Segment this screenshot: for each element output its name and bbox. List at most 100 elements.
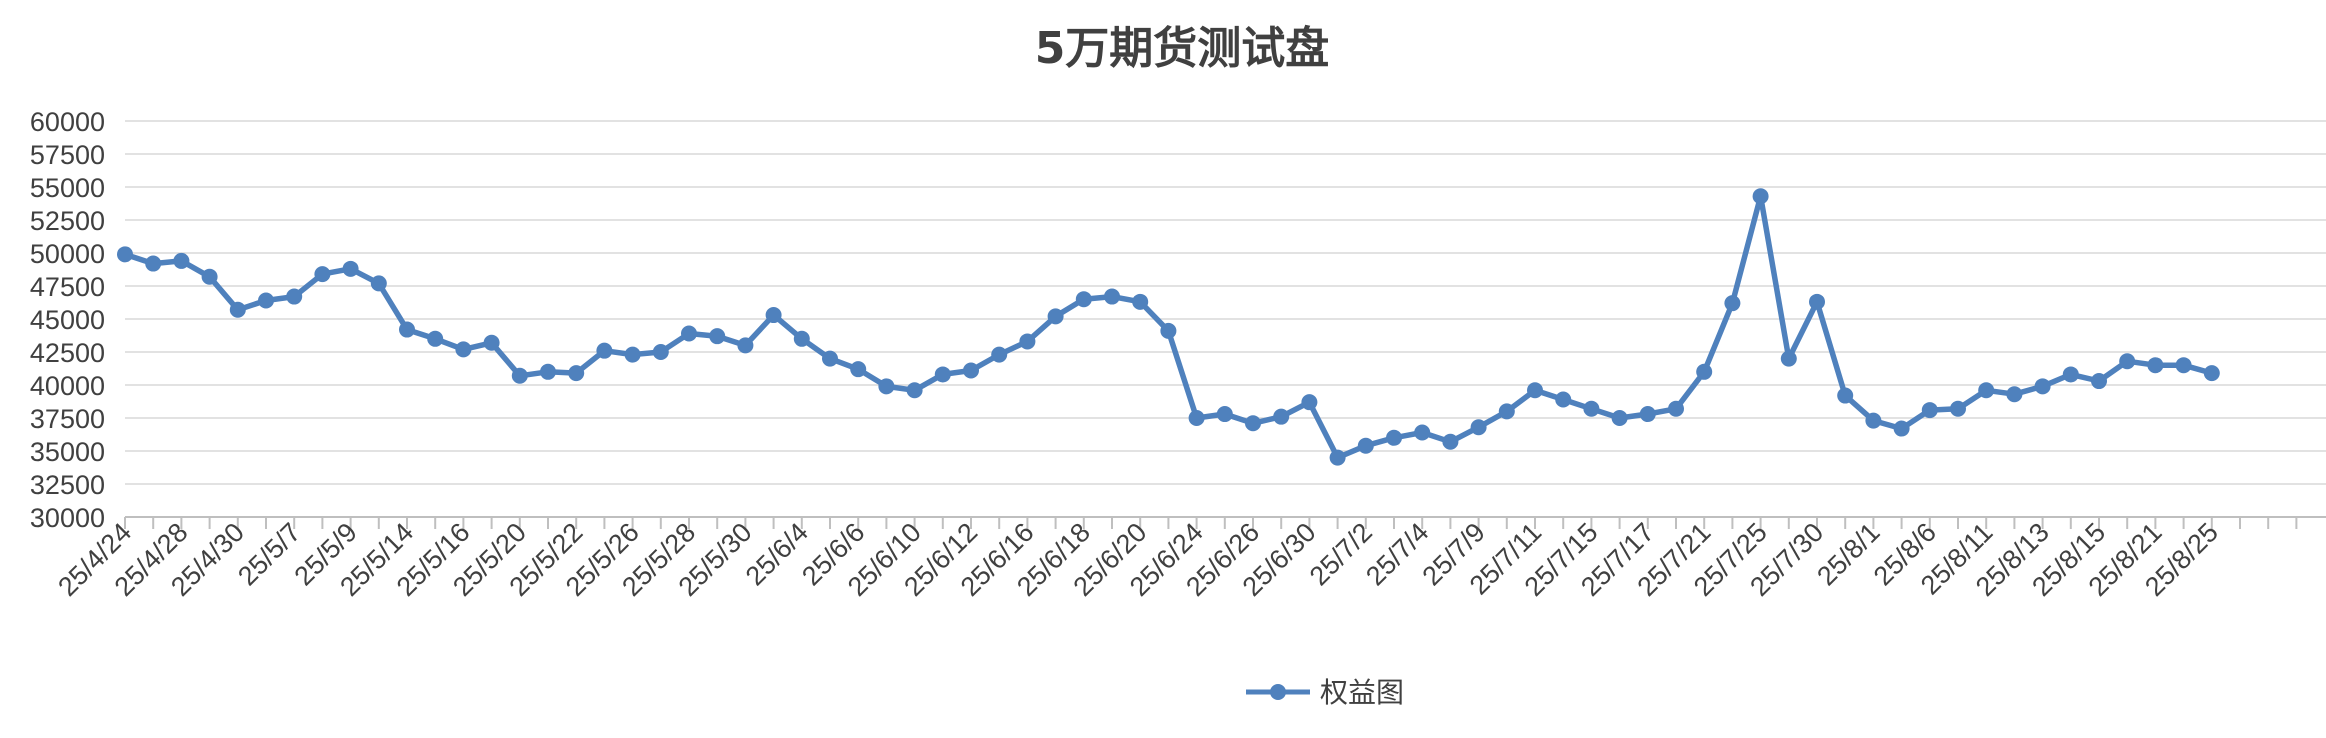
data-point	[1583, 400, 1600, 417]
data-point	[399, 321, 415, 338]
data-point	[2119, 353, 2136, 370]
data-point	[991, 346, 1008, 363]
data-point	[314, 266, 331, 283]
data-point	[1837, 387, 1854, 404]
data-point	[1273, 408, 1290, 425]
gridlines	[125, 120, 2326, 485]
data-point	[850, 361, 867, 378]
data-point	[906, 382, 923, 399]
legend-label: 权益图	[1320, 676, 1404, 709]
y-tick-label: 37500	[30, 404, 105, 434]
data-point	[201, 268, 218, 285]
data-point	[652, 344, 669, 360]
data-point	[229, 301, 246, 318]
data-point	[765, 307, 782, 324]
data-point	[1978, 382, 1995, 399]
legend: 权益图	[1246, 676, 1404, 709]
data-point	[1188, 410, 1205, 426]
data-point	[342, 260, 359, 277]
data-point	[258, 292, 274, 309]
data-point	[568, 365, 585, 382]
data-point	[1780, 350, 1797, 367]
data-point	[1611, 410, 1628, 426]
data-point	[1386, 429, 1402, 446]
data-point	[1668, 400, 1684, 417]
data-point	[1893, 420, 1910, 437]
data-point	[1301, 394, 1318, 411]
data-point	[596, 342, 613, 359]
y-tick-label: 47500	[30, 272, 105, 302]
data-point	[1019, 333, 1036, 350]
data-point	[1921, 402, 1938, 419]
y-tick-label: 55000	[30, 173, 105, 203]
data-point	[709, 328, 726, 345]
data-point	[2203, 365, 2220, 382]
data-point	[483, 334, 500, 351]
data-point	[1865, 412, 1882, 429]
data-point	[2175, 357, 2192, 374]
data-point	[2062, 366, 2079, 383]
chart-title: 5万期货测试盘	[1035, 23, 1330, 74]
data-point	[934, 366, 951, 383]
data-point	[1104, 288, 1120, 305]
y-tick-label: 50000	[30, 239, 105, 269]
data-point	[793, 330, 810, 347]
data-point	[1357, 437, 1374, 454]
data-point	[963, 362, 979, 379]
data-point	[1696, 363, 1713, 380]
y-tick-label: 57500	[30, 140, 105, 170]
data-point	[2006, 386, 2023, 403]
data-point	[1414, 424, 1431, 441]
data-point	[737, 337, 754, 354]
data-point	[1075, 291, 1092, 308]
data-point	[1555, 391, 1572, 408]
data-point	[1216, 406, 1233, 423]
series-equity	[117, 188, 2220, 466]
data-point	[681, 325, 697, 342]
data-point	[624, 346, 641, 363]
x-axis: 25/4/2425/4/2825/4/3025/5/725/5/925/5/14…	[52, 516, 2326, 602]
data-point	[822, 350, 838, 367]
data-point	[2091, 373, 2107, 390]
data-point	[117, 246, 133, 263]
y-tick-label: 52500	[30, 206, 105, 236]
y-tick-label: 42500	[30, 338, 105, 368]
x-tick-label: 25/5/7	[232, 517, 306, 591]
data-point	[2147, 357, 2164, 374]
data-point	[286, 288, 303, 305]
data-point	[145, 255, 162, 272]
data-point	[878, 378, 895, 395]
data-point	[1950, 400, 1966, 417]
data-point	[2034, 378, 2051, 395]
data-point	[1498, 403, 1515, 420]
data-point	[511, 367, 528, 384]
y-tick-label: 35000	[30, 437, 105, 467]
data-point	[370, 275, 387, 292]
y-tick-label: 45000	[30, 305, 105, 335]
data-point	[1470, 419, 1487, 436]
data-point	[455, 341, 472, 358]
data-point	[1809, 293, 1825, 310]
y-tick-label: 60000	[30, 107, 105, 137]
x-tick-label: 25/7/4	[1360, 517, 1434, 591]
data-point	[427, 330, 444, 347]
x-tick-label: 25/6/4	[740, 517, 814, 591]
data-point	[1245, 415, 1261, 432]
y-tick-label: 40000	[30, 371, 105, 401]
x-tick-label: 25/8/1	[1811, 517, 1885, 591]
y-axis: 3000032500350003750040000425004500047500…	[30, 107, 105, 533]
legend-marker-swatch	[1270, 684, 1286, 700]
y-tick-label: 32500	[30, 470, 105, 500]
data-point	[1329, 449, 1346, 466]
data-point	[540, 363, 556, 380]
data-point	[1132, 293, 1149, 310]
data-point	[1724, 295, 1741, 312]
data-point	[1160, 322, 1177, 339]
data-point	[1442, 433, 1459, 450]
y-tick-label: 30000	[30, 503, 105, 533]
data-point	[173, 252, 190, 269]
data-point	[1527, 382, 1543, 399]
data-point	[1752, 188, 1769, 205]
data-point	[1047, 308, 1064, 325]
